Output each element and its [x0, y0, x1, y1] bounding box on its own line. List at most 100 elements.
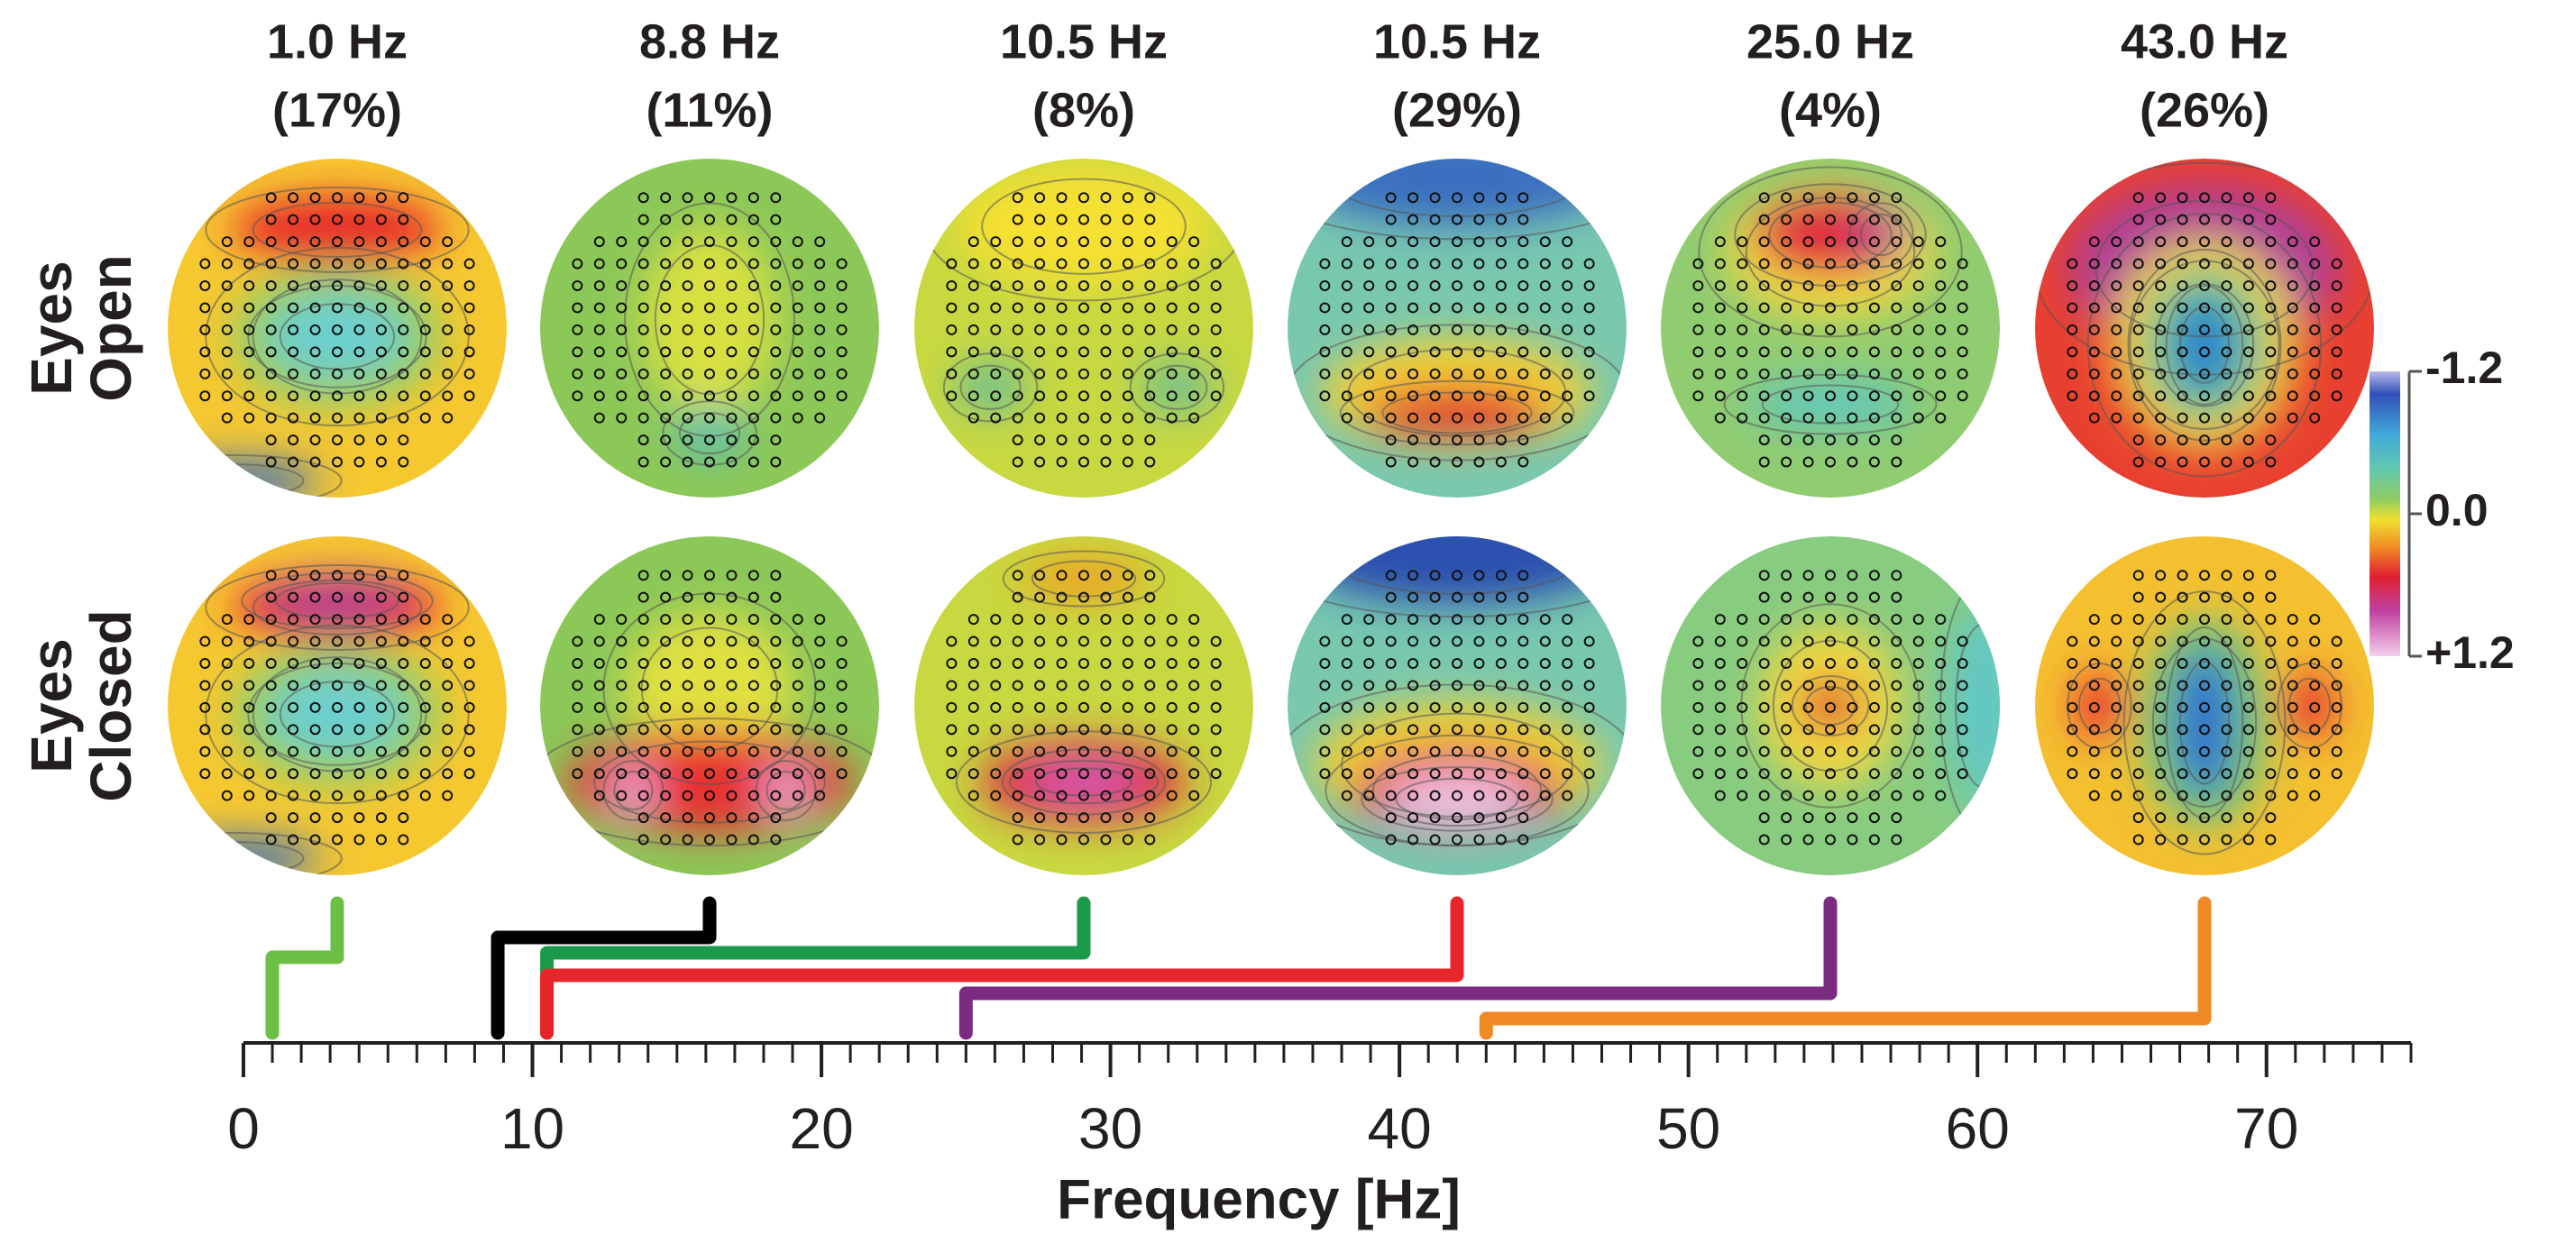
electrode: [398, 591, 409, 603]
electrode: [1495, 236, 1507, 248]
electrode: [1188, 368, 1200, 379]
electrode: [1758, 390, 1770, 402]
electrode: [1452, 768, 1462, 780]
electrode: [442, 280, 454, 291]
electrode: [2331, 745, 2342, 757]
electrode: [792, 390, 803, 402]
electrode: [398, 346, 409, 358]
electrode: [1034, 412, 1046, 424]
electrode: [814, 790, 826, 801]
electrode: [1385, 280, 1397, 291]
electrode: [375, 768, 387, 780]
electrode: [2199, 434, 2210, 446]
electrode: [1781, 635, 1792, 647]
electrode: [2088, 236, 2100, 248]
electrode: [1385, 346, 1397, 358]
electrode: [593, 346, 605, 358]
electrode: [593, 280, 605, 291]
map-blobs: [168, 196, 443, 498]
electrode: [1012, 724, 1023, 736]
electrode: [1495, 412, 1507, 424]
electrode: [2199, 570, 2210, 581]
electrode: [1341, 324, 1352, 335]
electrode: [375, 280, 387, 291]
electrode: [199, 368, 211, 379]
electrode: [1385, 390, 1397, 402]
electrode: [704, 834, 715, 846]
electrode: [2155, 745, 2167, 757]
electrode: [2067, 701, 2078, 713]
electrode: [1144, 280, 1156, 291]
electrode: [1034, 346, 1046, 358]
electrode: [1935, 635, 1947, 647]
electrode: [288, 236, 299, 248]
electrode: [1714, 701, 1726, 713]
electrode: [660, 412, 672, 424]
electrode: [1825, 658, 1836, 669]
electrode: [2067, 368, 2078, 379]
electrode: [1452, 214, 1462, 225]
electrode: [199, 390, 211, 402]
electrode: [375, 790, 387, 801]
electrode: [1692, 368, 1704, 379]
electrode: [1825, 192, 1836, 204]
electrode: [660, 214, 672, 225]
electrode: [1802, 614, 1814, 626]
electrode: [1188, 280, 1200, 291]
electrode: [2067, 302, 2078, 314]
electrode: [1583, 368, 1595, 379]
electrode: [2221, 724, 2232, 736]
electrode: [1495, 680, 1507, 691]
electrode: [2132, 368, 2144, 379]
electrode: [398, 680, 409, 691]
electrode: [637, 324, 649, 335]
electrode: [616, 614, 628, 626]
electrode: [2242, 635, 2254, 647]
electrode: [199, 324, 211, 335]
electrode: [1122, 434, 1133, 446]
electrode: [1452, 745, 1462, 757]
electrode: [704, 324, 715, 335]
electrode: [288, 635, 299, 647]
electrode: [2111, 412, 2122, 424]
electrode: [1429, 434, 1441, 446]
electrode: [946, 346, 958, 358]
electrode: [309, 324, 321, 335]
electrode: [1429, 302, 1441, 314]
electrode: [243, 390, 255, 402]
map-blob: [1019, 556, 1149, 601]
electrode: [2155, 724, 2167, 736]
component-share: (4%): [1779, 83, 1882, 137]
electrode: [1078, 214, 1089, 225]
electrode: [1868, 346, 1880, 358]
electrode: [1868, 724, 1880, 736]
electrode: [1758, 324, 1770, 335]
electrode: [1341, 302, 1352, 314]
map-contour: [1772, 639, 1889, 772]
electrode: [2177, 768, 2188, 780]
electrode: [1891, 724, 1902, 736]
electrode: [2111, 236, 2122, 248]
electrode: [332, 302, 343, 314]
electrode: [2199, 614, 2210, 626]
electrode: [2221, 236, 2232, 248]
electrode: [375, 302, 387, 314]
electrode: [288, 591, 299, 603]
electrode: [990, 614, 1002, 626]
electrode: [2199, 635, 2210, 647]
component-share: (8%): [1032, 83, 1135, 137]
electrode: [288, 280, 299, 291]
map-contour: [2086, 213, 2323, 478]
electrode: [1429, 680, 1441, 691]
electrode: [309, 412, 321, 424]
map-contour: [205, 624, 470, 805]
electrode: [2287, 724, 2298, 736]
electrode: [990, 258, 1002, 270]
electrode: [572, 368, 583, 379]
electrode: [704, 192, 715, 204]
electrode: [616, 390, 628, 402]
electrode: [398, 745, 409, 757]
electrode: [1714, 412, 1726, 424]
electrode: [1847, 724, 1858, 736]
